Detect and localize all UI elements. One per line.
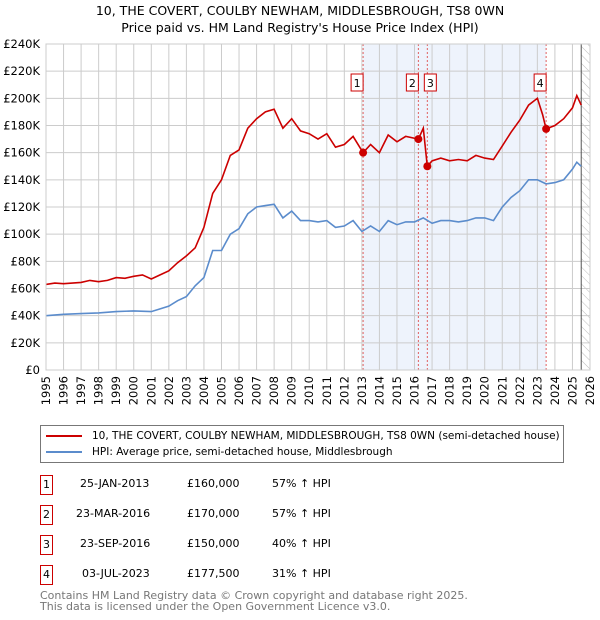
y-tick-label: £140K: [3, 173, 40, 187]
transaction-date: 23-MAR-2016: [76, 507, 151, 520]
legend-item-property: 10, THE COVERT, COULBY NEWHAM, MIDDLESBR…: [46, 428, 560, 444]
plot-area: £0 £20K £40K £60K £80K £100K £120K £140K £160K £1…: [3, 37, 597, 405]
transaction-price: £170,000: [187, 507, 240, 520]
x-tick-label: 2024: [548, 376, 562, 405]
sale-point: [423, 162, 432, 171]
x-tick-label: 1999: [109, 376, 123, 405]
y-tick-label: £220K: [3, 64, 40, 78]
x-tick-label: 2026: [583, 376, 597, 405]
sale-label: 3: [427, 77, 434, 90]
transaction-number-badge: 1: [40, 475, 53, 495]
x-tick-label: 2009: [285, 376, 299, 405]
x-tick-label: 2001: [144, 376, 158, 405]
x-tick-label: 2023: [530, 376, 544, 405]
y-tick-label: £160K: [3, 146, 40, 160]
x-tick-label: 2016: [408, 376, 422, 405]
hpi-line: [45, 160, 582, 317]
x-tick-label: 2002: [162, 376, 176, 405]
x-tick-label: 2025: [565, 376, 579, 405]
x-tick-label: 1997: [74, 376, 88, 405]
sale-point: [359, 148, 368, 157]
x-tick-label: 2014: [372, 376, 386, 405]
sale-point: [542, 124, 551, 133]
sale-label-box: [423, 73, 437, 92]
sale-label-box: [533, 73, 547, 92]
chart-title: 10, THE COVERT, COULBY NEWHAM, MIDDLESBR…: [95, 3, 505, 18]
transaction-date: 03-JUL-2023: [82, 567, 150, 580]
sale-label-box: [405, 73, 419, 92]
legend-swatch-red: [46, 435, 82, 437]
sale-label: 2: [409, 77, 416, 90]
sale-point: [414, 135, 423, 144]
transaction-hpi-change: 31% ↑ HPI: [272, 567, 331, 580]
x-tick-label: 2006: [232, 376, 246, 405]
x-tick-label: 2008: [267, 376, 281, 405]
transaction-price: £150,000: [187, 537, 240, 550]
property-price-line: [45, 93, 582, 286]
y-tick-label: £80K: [11, 254, 41, 268]
transaction-date: 23-SEP-2016: [80, 537, 151, 550]
legend: 10, THE COVERT, COULBY NEWHAM, MIDDLESBR…: [40, 425, 564, 463]
sale-label-box: [350, 73, 364, 92]
y-tick-label: £200K: [3, 91, 40, 105]
legend-item-hpi: HPI: Average price, semi-detached house,…: [46, 444, 393, 460]
legend-swatch-blue: [46, 451, 82, 453]
y-tick-label: £60K: [11, 282, 41, 296]
x-tick-label: 2017: [425, 376, 439, 405]
x-tick-label: 1996: [57, 376, 71, 405]
transaction-hpi-change: 57% ↑ HPI: [272, 507, 331, 520]
y-tick-label: £20K: [11, 336, 41, 350]
transaction-number-badge: 4: [40, 565, 53, 585]
legend-label: HPI: Average price, semi-detached house,…: [92, 446, 393, 458]
x-tick-label: 2020: [478, 376, 492, 405]
transaction-number-badge: 3: [40, 535, 53, 555]
chart-subtitle: Price paid vs. HM Land Registry's House …: [121, 20, 479, 35]
x-tick-label: 2011: [320, 376, 334, 405]
x-tick-label: 2018: [443, 376, 457, 405]
y-tick-label: £240K: [3, 37, 40, 51]
y-tick-label: £40K: [11, 309, 41, 323]
x-tick-label: 2015: [390, 376, 404, 405]
legend-label: 10, THE COVERT, COULBY NEWHAM, MIDDLESBR…: [92, 430, 560, 442]
y-tick-label: £180K: [3, 119, 40, 133]
y-tick-label: £0: [25, 363, 40, 377]
y-tick-label: £100K: [3, 227, 40, 241]
x-tick-label: 2021: [495, 376, 509, 405]
x-tick-label: 2022: [513, 376, 527, 405]
sale-label: 1: [354, 77, 361, 90]
x-tick-label: 2007: [250, 376, 264, 405]
plot-border: [45, 43, 591, 371]
x-tick-label: 2012: [337, 376, 351, 405]
x-tick-label: 2004: [197, 376, 211, 405]
x-tick-label: 2005: [214, 376, 228, 405]
transaction-date: 25-JAN-2013: [80, 477, 150, 490]
footer-copyright: Contains HM Land Registry data © Crown c…: [40, 589, 468, 602]
transaction-hpi-change: 57% ↑ HPI: [272, 477, 331, 490]
x-tick-label: 2019: [460, 376, 474, 405]
transaction-price: £160,000: [187, 477, 240, 490]
x-tick-label: 1998: [92, 376, 106, 405]
footer-licence: This data is licensed under the Open Gov…: [40, 600, 391, 613]
x-tick-label: 2010: [302, 376, 316, 405]
transaction-hpi-change: 40% ↑ HPI: [272, 537, 331, 550]
y-tick-label: £120K: [3, 200, 40, 214]
x-tick-label: 1995: [39, 376, 53, 405]
transaction-number-badge: 2: [40, 505, 53, 525]
sale-label: 4: [537, 77, 544, 90]
x-tick-label: 2003: [179, 376, 193, 405]
x-tick-label: 2013: [355, 376, 369, 405]
transaction-price: £177,500: [187, 567, 240, 580]
x-tick-label: 2000: [127, 376, 141, 405]
